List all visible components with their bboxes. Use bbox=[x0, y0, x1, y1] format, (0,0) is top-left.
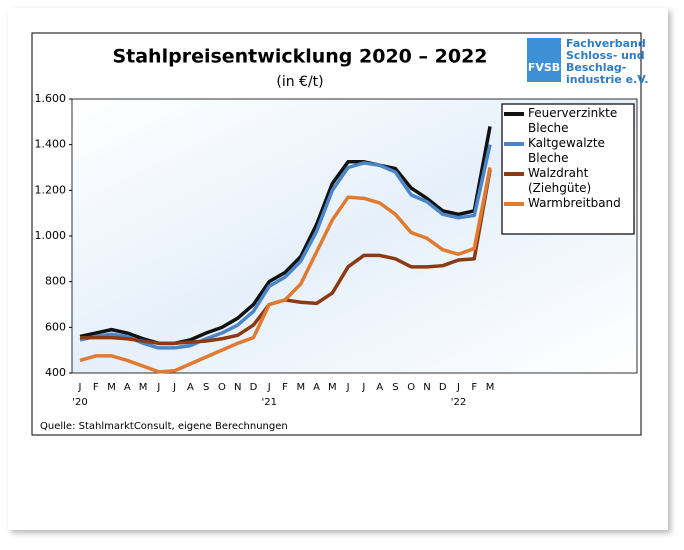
series-line bbox=[79, 144, 492, 350]
legend-item: Kaltgewalzte Bleche bbox=[504, 136, 632, 166]
y-tick-label: 1.000 bbox=[35, 229, 67, 242]
x-tick-label: O bbox=[218, 382, 226, 393]
logo-block bbox=[527, 38, 561, 82]
x-year-label: '20 bbox=[72, 397, 87, 408]
x-tick-label: O bbox=[407, 382, 415, 393]
legend-label: Feuerverzinkte Bleche bbox=[528, 106, 618, 135]
source-note: Quelle: StahlmarktConsult, eigene Berech… bbox=[40, 421, 288, 432]
x-tick-label: A bbox=[313, 382, 320, 393]
x-tick-label: J bbox=[78, 382, 82, 393]
x-tick-label: A bbox=[376, 382, 383, 393]
chart-subtitle: (in €/t) bbox=[276, 74, 323, 90]
logo-line: Fachverband bbox=[566, 37, 646, 50]
x-tick-label: S bbox=[392, 382, 398, 393]
x-tick-label: J bbox=[346, 382, 350, 393]
legend-label: Warmbreitband bbox=[528, 196, 621, 210]
x-year-label: '22 bbox=[451, 397, 466, 408]
y-tick-label: 600 bbox=[45, 320, 66, 333]
x-tick-label: M bbox=[107, 382, 116, 393]
y-tick-label: 1.600 bbox=[35, 92, 67, 105]
y-tick-label: 400 bbox=[45, 366, 66, 379]
x-year-label: '21 bbox=[261, 397, 276, 408]
legend-label: Kaltgewalzte Bleche bbox=[528, 136, 605, 165]
x-tick-label: A bbox=[187, 382, 194, 393]
x-tick-label: D bbox=[250, 382, 258, 393]
y-tick-label: 800 bbox=[45, 275, 66, 288]
legend-item: Walzdraht (Ziehgüte) bbox=[504, 166, 632, 196]
x-tick-label: F bbox=[93, 382, 99, 393]
x-tick-label: S bbox=[203, 382, 209, 393]
x-tick-label: J bbox=[361, 382, 365, 393]
y-tick-label: 1.200 bbox=[35, 183, 67, 196]
logo-line: Beschlag- bbox=[566, 61, 626, 74]
logo-line: industrie e.V. bbox=[566, 73, 649, 86]
x-tick-label: M bbox=[486, 382, 495, 393]
series-line bbox=[79, 167, 492, 374]
legend-swatch bbox=[504, 172, 524, 176]
chart-title: Stahlpreisentwicklung 2020 – 2022 bbox=[112, 46, 487, 68]
legend-item: Feuerverzinkte Bleche bbox=[504, 106, 632, 136]
legend-swatch bbox=[504, 142, 524, 146]
x-tick-label: J bbox=[156, 382, 160, 393]
x-tick-label: N bbox=[234, 382, 241, 393]
legend-box bbox=[501, 103, 635, 235]
legend-item: Warmbreitband bbox=[504, 196, 632, 211]
legend-swatch bbox=[504, 202, 524, 206]
x-tick-label: J bbox=[172, 382, 176, 393]
x-tick-label: M bbox=[296, 382, 305, 393]
x-tick-label: M bbox=[139, 382, 148, 393]
legend-items: Feuerverzinkte Bleche Kaltgewalzte Bleche… bbox=[504, 106, 632, 211]
legend-swatch bbox=[504, 112, 524, 116]
legend-label: Walzdraht (Ziehgüte) bbox=[528, 166, 592, 195]
x-tick-label: A bbox=[124, 382, 131, 393]
x-tick-label: F bbox=[471, 382, 477, 393]
logo-line: Schloss- und bbox=[566, 49, 645, 62]
x-tick-label: J bbox=[267, 382, 271, 393]
y-tick-label: 1.400 bbox=[35, 138, 67, 151]
x-tick-label: J bbox=[456, 382, 460, 393]
x-tick-label: N bbox=[423, 382, 430, 393]
x-tick-label: D bbox=[439, 382, 447, 393]
x-tick-label: F bbox=[282, 382, 288, 393]
x-tick-label: M bbox=[328, 382, 337, 393]
logo-abbr: FVSB bbox=[528, 61, 560, 74]
